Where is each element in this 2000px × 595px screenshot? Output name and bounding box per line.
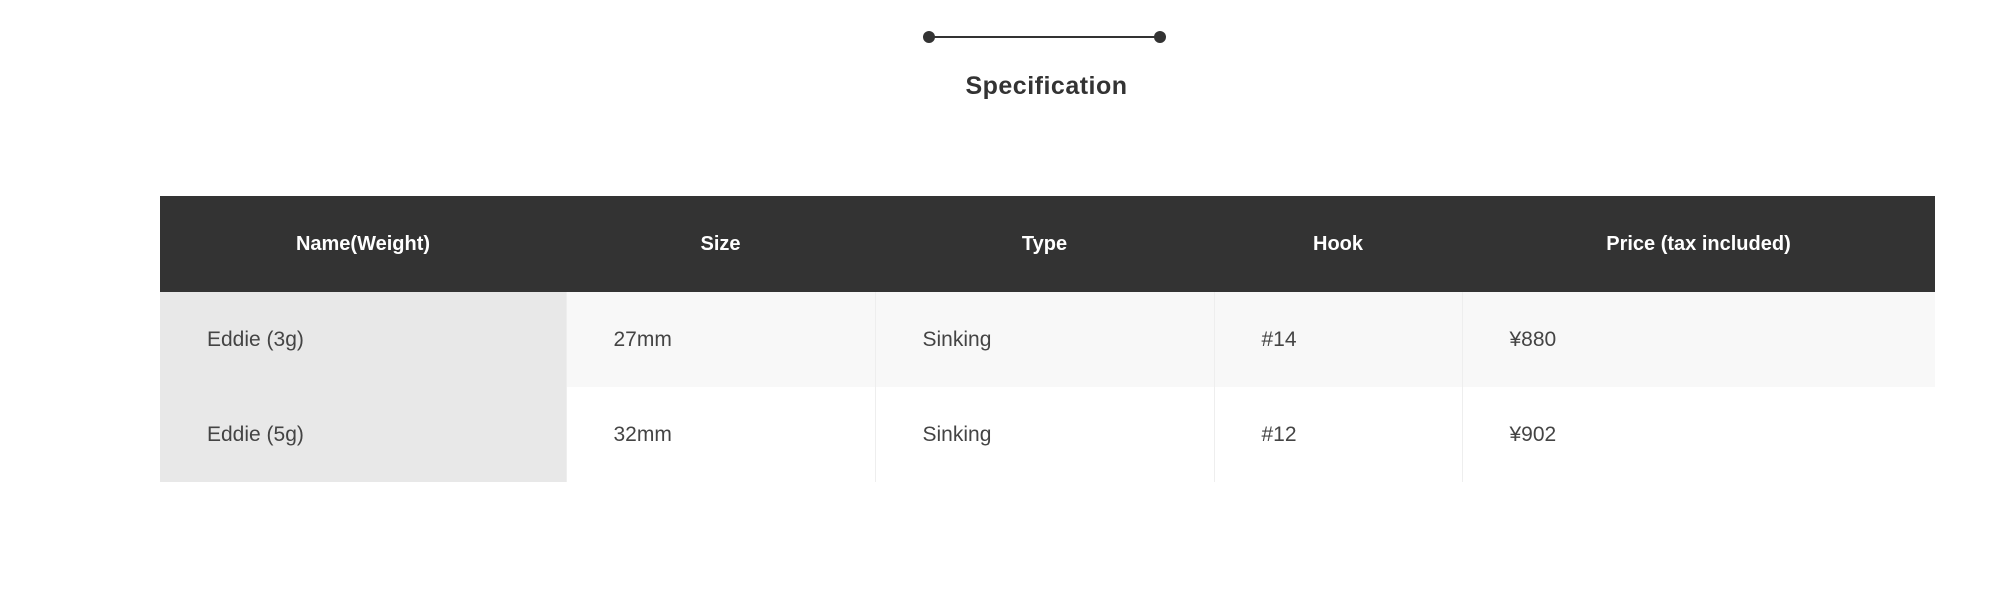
decoration-line	[929, 36, 1160, 38]
cell-size: 32mm	[565, 387, 875, 482]
cell-price: ¥902	[1461, 387, 1935, 482]
cell-type: Sinking	[874, 292, 1214, 387]
header-price: Price (tax included)	[1462, 196, 1935, 292]
cell-type: Sinking	[874, 387, 1214, 482]
specification-table: Name(Weight) Size Type Hook Price (tax i…	[160, 196, 1935, 482]
cell-size: 27mm	[565, 292, 875, 387]
cell-name: Eddie (5g)	[160, 387, 566, 482]
table-row: Eddie (3g) 27mm Sinking #14 ¥880	[160, 292, 1935, 387]
decoration-dot-right	[1154, 31, 1166, 43]
table-row: Eddie (5g) 32mm Sinking #12 ¥902	[160, 387, 1935, 482]
header-size: Size	[566, 196, 875, 292]
title-decoration-line	[923, 31, 1166, 43]
section-title: Specification	[965, 72, 1128, 100]
header-name-weight: Name(Weight)	[160, 196, 566, 292]
cell-price: ¥880	[1461, 292, 1935, 387]
decoration-dot-left	[923, 31, 935, 43]
cell-hook: #12	[1213, 387, 1462, 482]
cell-hook: #14	[1213, 292, 1462, 387]
cell-name: Eddie (3g)	[160, 292, 566, 387]
table-header-row: Name(Weight) Size Type Hook Price (tax i…	[160, 196, 1935, 292]
header-type: Type	[875, 196, 1214, 292]
header-hook: Hook	[1214, 196, 1462, 292]
